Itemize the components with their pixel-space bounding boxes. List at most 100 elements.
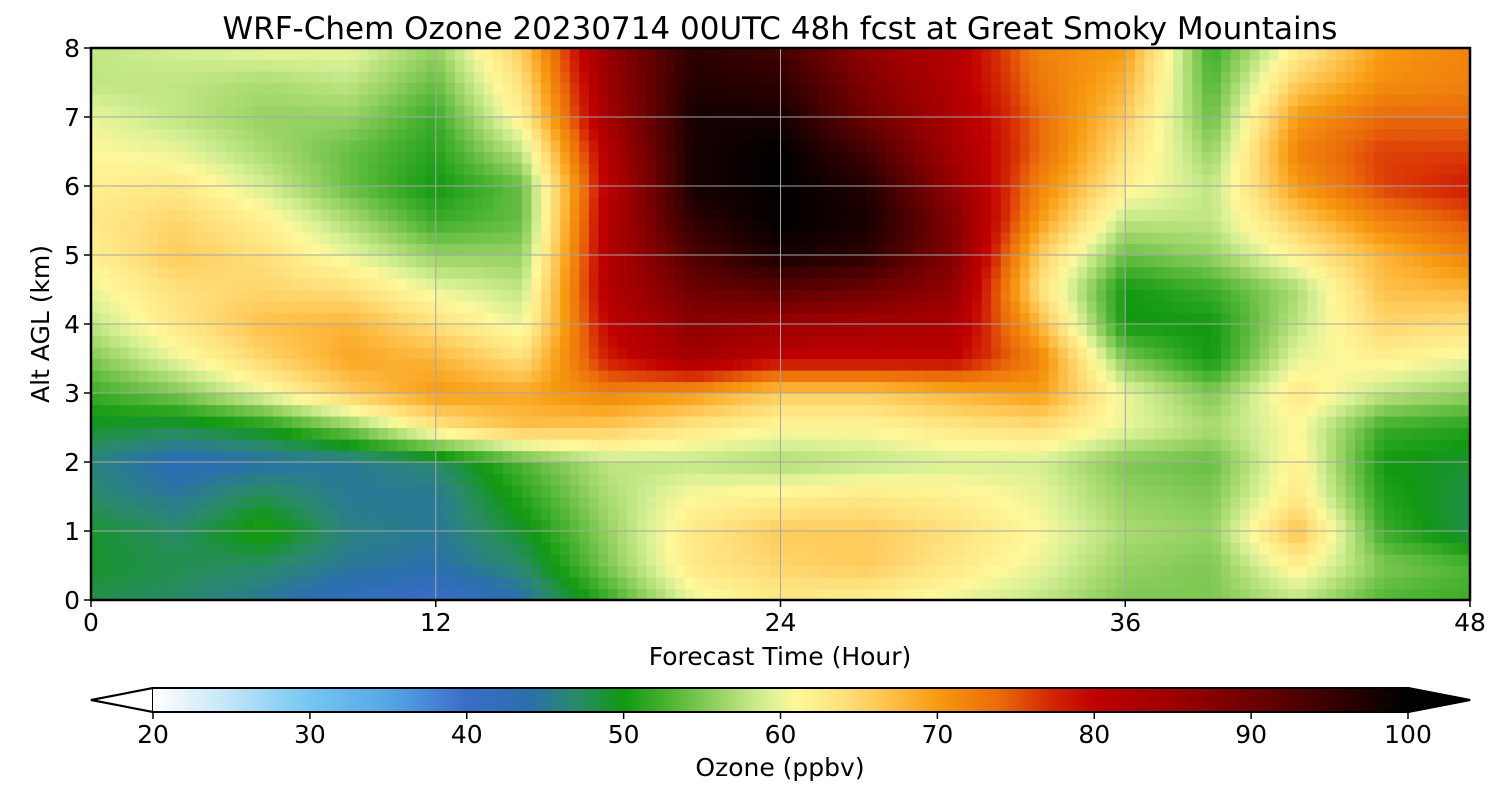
heatmap-cell: [1450, 289, 1462, 302]
heatmap-cell: [991, 416, 1002, 429]
heatmap-cell: [684, 358, 695, 371]
heatmap-cell: [426, 255, 437, 268]
heatmap-cell: [1058, 301, 1069, 314]
heatmap-cell: [1144, 542, 1155, 555]
heatmap-cell: [91, 266, 102, 279]
heatmap-cell: [1355, 416, 1366, 429]
heatmap-cell: [656, 554, 667, 567]
heatmap-cell: [272, 485, 284, 498]
heatmap-cell: [1010, 416, 1021, 429]
heatmap-cell: [339, 416, 351, 429]
heatmap-cell: [1240, 404, 1251, 417]
heatmap-cell: [521, 243, 533, 256]
heatmap-cell: [282, 462, 293, 475]
heatmap-cell: [1058, 358, 1069, 371]
heatmap-cell: [751, 209, 762, 222]
heatmap-cell: [368, 473, 379, 486]
heatmap-cell: [1297, 577, 1308, 590]
heatmap-cell: [713, 565, 724, 578]
heatmap-cell: [617, 519, 628, 532]
heatmap-cell: [1086, 496, 1098, 509]
heatmap-cell: [837, 358, 849, 371]
heatmap-cell: [311, 473, 322, 486]
heatmap-cell: [119, 278, 130, 291]
heatmap-cell: [943, 335, 954, 348]
heatmap-cell: [723, 381, 734, 394]
heatmap-cell: [656, 473, 667, 486]
heatmap-cell: [1259, 404, 1270, 417]
heatmap-cell: [1019, 278, 1031, 291]
heatmap-cell: [1402, 473, 1414, 486]
heatmap-cell: [320, 347, 332, 360]
heatmap-cell: [981, 266, 992, 279]
heatmap-cell: [272, 381, 284, 394]
heatmap-cell: [818, 243, 829, 256]
heatmap-cell: [1422, 554, 1433, 567]
heatmap-cell: [100, 554, 111, 567]
heatmap-cell: [579, 232, 590, 245]
heatmap-cell: [368, 243, 379, 256]
heatmap-cell: [1345, 220, 1356, 233]
heatmap-cell: [1288, 588, 1299, 600]
heatmap-cell: [1431, 485, 1442, 498]
heatmap-cell: [1422, 531, 1433, 544]
heatmap-cell: [770, 209, 782, 222]
heatmap-cell: [1450, 450, 1462, 463]
heatmap-cell: [1211, 335, 1222, 348]
heatmap-cell: [703, 462, 715, 475]
heatmap-cell: [876, 554, 887, 567]
heatmap-cell: [1441, 312, 1452, 325]
heatmap-cell: [1134, 508, 1146, 521]
heatmap-cell: [502, 565, 513, 578]
heatmap-cell: [1374, 220, 1385, 233]
heatmap-cell: [1163, 496, 1174, 509]
heatmap-cell: [780, 577, 791, 590]
heatmap-cell: [703, 324, 715, 337]
heatmap-cell: [1460, 462, 1470, 475]
heatmap-cell: [416, 197, 427, 210]
heatmap-cell: [272, 335, 284, 348]
heatmap-cell: [914, 301, 925, 314]
heatmap-cell: [818, 324, 829, 337]
heatmap-cell: [1335, 232, 1347, 245]
heatmap-cell: [167, 588, 178, 600]
heatmap-cell: [129, 473, 140, 486]
heatmap-cell: [588, 416, 600, 429]
heatmap-cell: [91, 565, 102, 578]
heatmap-cell: [1335, 542, 1347, 555]
heatmap-cell: [579, 209, 590, 222]
heatmap-cell: [215, 404, 226, 417]
heatmap-cell: [244, 324, 255, 337]
heatmap-cell: [110, 542, 121, 555]
heatmap-cell: [148, 427, 159, 440]
heatmap-cell: [1153, 485, 1165, 498]
heatmap-cell: [1182, 266, 1193, 279]
heatmap-cell: [177, 312, 188, 325]
heatmap-cell: [1230, 312, 1241, 325]
heatmap-cell: [962, 473, 973, 486]
heatmap-cell: [952, 416, 964, 429]
heatmap-cell: [1297, 347, 1308, 360]
heatmap-cell: [885, 266, 897, 279]
heatmap-cell: [1345, 381, 1356, 394]
heatmap-cell: [119, 450, 130, 463]
heatmap-cell: [569, 335, 580, 348]
heatmap-cell: [148, 404, 159, 417]
heatmap-cell: [732, 197, 743, 210]
heatmap-cell: [876, 220, 887, 233]
chart-title: WRF-Chem Ozone 20230714 00UTC 48h fcst a…: [223, 11, 1338, 47]
heatmap-cell: [416, 266, 427, 279]
heatmap-cell: [914, 324, 925, 337]
heatmap-cell: [1268, 565, 1280, 578]
heatmap-cell: [646, 220, 657, 233]
heatmap-cell: [943, 439, 954, 452]
heatmap-cell: [1460, 278, 1470, 291]
heatmap-cell: [675, 232, 686, 245]
heatmap-cell: [435, 588, 446, 600]
heatmap-cell: [330, 289, 341, 302]
heatmap-cell: [1125, 347, 1136, 360]
heatmap-cell: [895, 404, 906, 417]
heatmap-cell: [761, 439, 772, 452]
heatmap-cell: [636, 209, 648, 222]
heatmap-cell: [1326, 255, 1337, 268]
